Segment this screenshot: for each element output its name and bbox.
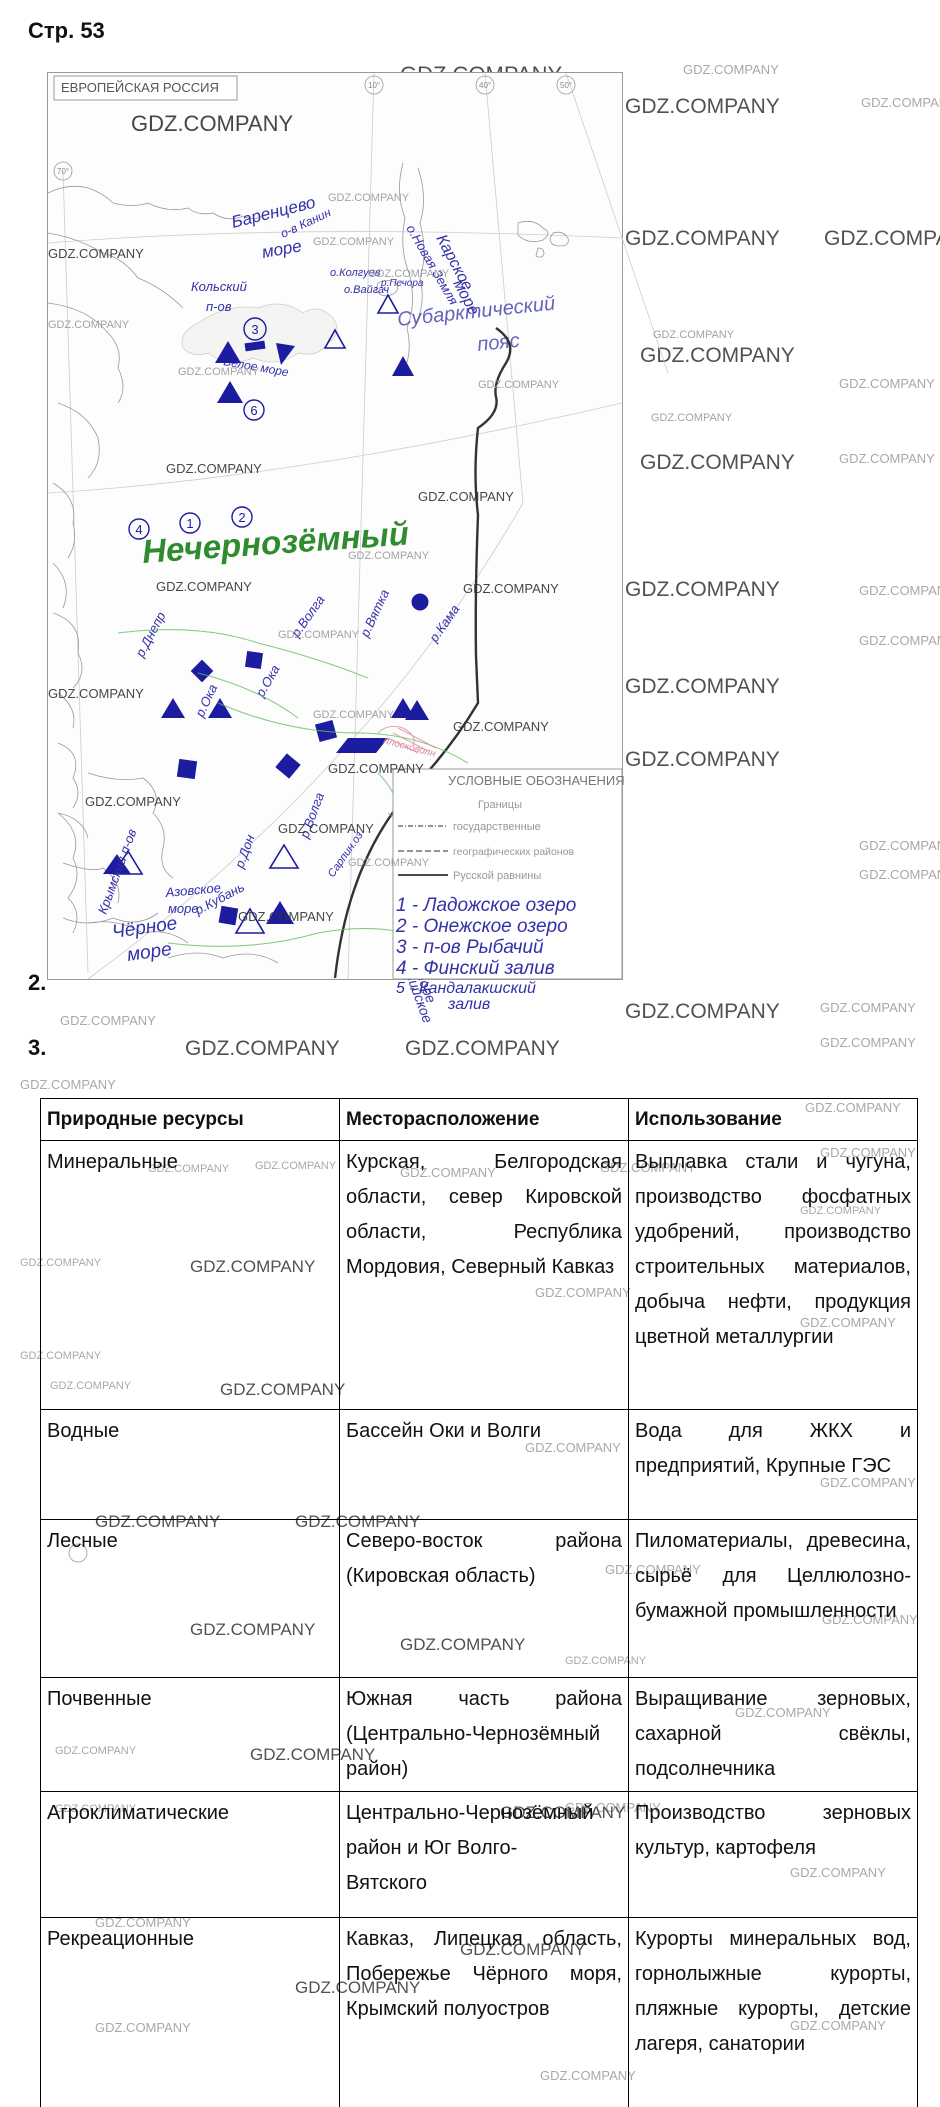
svg-text:GDZ.COMPANY: GDZ.COMPANY bbox=[156, 579, 252, 594]
svg-text:GDZ.COMPANY: GDZ.COMPANY bbox=[328, 192, 410, 204]
svg-text:GDZ.COMPANY: GDZ.COMPANY bbox=[418, 489, 514, 504]
svg-text:6: 6 bbox=[250, 403, 257, 418]
svg-text:40°: 40° bbox=[479, 81, 491, 90]
svg-text:государственные: государственные bbox=[453, 821, 541, 833]
svg-text:р.Кама: р.Кама bbox=[426, 602, 463, 646]
svg-text:10°: 10° bbox=[368, 81, 380, 90]
svg-text:5 - Кандалакшский: 5 - Кандалакшский bbox=[396, 980, 536, 997]
svg-text:GDZ.COMPANY: GDZ.COMPANY bbox=[278, 821, 374, 836]
svg-text:GDZ.COMPANY: GDZ.COMPANY bbox=[131, 111, 293, 136]
svg-text:залив: залив bbox=[447, 996, 490, 1013]
svg-text:4 - Финский залив: 4 - Финский залив bbox=[396, 958, 555, 979]
svg-text:GDZ.COMPANY: GDZ.COMPANY bbox=[238, 909, 334, 924]
svg-text:ЕВРОПЕЙСКАЯ РОССИЯ: ЕВРОПЕЙСКАЯ РОССИЯ bbox=[61, 80, 219, 95]
svg-text:Границы: Границы bbox=[478, 799, 522, 811]
svg-text:Кольский: Кольский bbox=[191, 279, 247, 294]
svg-text:2: 2 bbox=[238, 510, 245, 525]
svg-text:1 - Ладожское озеро: 1 - Ладожское озеро bbox=[396, 895, 576, 916]
svg-text:GDZ.COMPANY: GDZ.COMPANY bbox=[653, 329, 735, 341]
svg-text:р.Днепр: р.Днепр bbox=[132, 609, 169, 660]
svg-text:Крымский п-ов: Крымский п-ов bbox=[95, 827, 140, 916]
svg-text:п-ов: п-ов bbox=[206, 299, 232, 314]
svg-text:море: море bbox=[260, 236, 303, 262]
svg-text:GDZ.COMPANY: GDZ.COMPANY bbox=[313, 236, 395, 248]
svg-text:GDZ.COMPANY: GDZ.COMPANY bbox=[48, 686, 144, 701]
svg-text:GDZ.COMPANY: GDZ.COMPANY bbox=[478, 379, 560, 391]
svg-text:GDZ.COMPANY: GDZ.COMPANY bbox=[651, 412, 733, 424]
svg-text:GDZ.COMPANY: GDZ.COMPANY bbox=[348, 857, 430, 869]
svg-text:море: море bbox=[126, 939, 173, 966]
svg-text:Русской равнины: Русской равнины bbox=[453, 870, 541, 882]
svg-text:GDZ.COMPANY: GDZ.COMPANY bbox=[48, 319, 130, 331]
svg-text:GDZ.COMPANY: GDZ.COMPANY bbox=[463, 581, 559, 596]
svg-text:GDZ.COMPANY: GDZ.COMPANY bbox=[328, 761, 424, 776]
svg-text:р.Вятка: р.Вятка bbox=[357, 587, 392, 640]
svg-text:УСЛОВНЫЕ ОБОЗНАЧЕНИЯ: УСЛОВНЫЕ ОБОЗНАЧЕНИЯ bbox=[448, 773, 625, 788]
svg-text:пояс: пояс bbox=[476, 330, 520, 356]
svg-text:GDZ.COMPANY: GDZ.COMPANY bbox=[48, 246, 144, 261]
svg-text:50°: 50° bbox=[560, 81, 572, 90]
svg-text:GDZ.COMPANY: GDZ.COMPANY bbox=[85, 794, 181, 809]
svg-text:70°: 70° bbox=[57, 167, 69, 176]
svg-text:р.Дон: р.Дон bbox=[231, 833, 257, 871]
svg-text:GDZ.COMPANY: GDZ.COMPANY bbox=[348, 550, 430, 562]
svg-text:2 - Онежское озеро: 2 - Онежское озеро bbox=[395, 916, 568, 937]
svg-text:GDZ.COMPANY: GDZ.COMPANY bbox=[278, 629, 360, 641]
svg-text:3 - п-ов Рыбачий: 3 - п-ов Рыбачий bbox=[396, 937, 544, 958]
svg-text:3: 3 bbox=[251, 322, 258, 337]
svg-text:GDZ.COMPANY: GDZ.COMPANY bbox=[453, 719, 549, 734]
svg-text:GDZ.COMPANY: GDZ.COMPANY bbox=[178, 366, 260, 378]
svg-text:GDZ.COMPANY: GDZ.COMPANY bbox=[313, 709, 395, 721]
svg-text:GDZ.COMPANY: GDZ.COMPANY bbox=[368, 268, 450, 280]
svg-text:географических районов: географических районов bbox=[453, 846, 575, 858]
svg-text:GDZ.COMPANY: GDZ.COMPANY bbox=[166, 461, 262, 476]
